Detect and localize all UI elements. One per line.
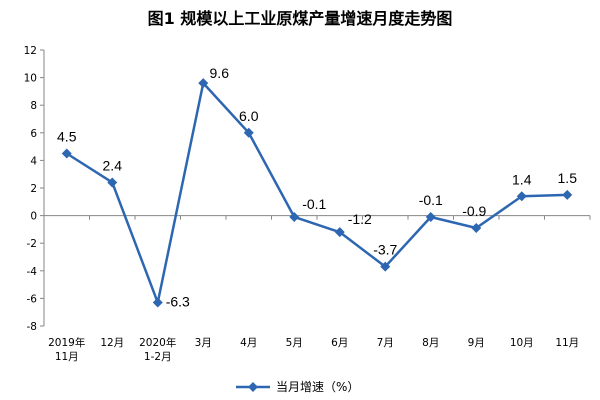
data-point-marker bbox=[334, 227, 345, 238]
data-point-marker bbox=[61, 148, 72, 159]
x-tick-label: 7月 bbox=[377, 337, 394, 349]
data-point-marker bbox=[425, 211, 436, 222]
x-tick-label: 10月 bbox=[510, 337, 534, 349]
y-tick-label: 6 bbox=[30, 128, 37, 140]
x-tick-label: 1-2月 bbox=[144, 351, 172, 363]
legend-label: 当月增速（%） bbox=[276, 380, 359, 394]
y-tick-label: 10 bbox=[24, 73, 37, 85]
data-point-marker bbox=[562, 189, 573, 200]
y-tick-label: -4 bbox=[27, 266, 38, 278]
data-label: -0.1 bbox=[419, 192, 443, 208]
data-label: 1.5 bbox=[558, 170, 578, 186]
data-label: 6.0 bbox=[239, 108, 259, 124]
data-label: -1.2 bbox=[348, 211, 372, 227]
legend-marker bbox=[248, 382, 258, 392]
x-tick-label: 3月 bbox=[195, 337, 212, 349]
data-point-marker bbox=[380, 261, 391, 272]
chart-title: 图1 规模以上工业原煤产量增速月度走势图 bbox=[148, 9, 453, 28]
data-label: -0.1 bbox=[302, 196, 326, 212]
y-tick-label: 2 bbox=[30, 183, 37, 195]
x-tick-label: 6月 bbox=[331, 337, 348, 349]
data-point-marker bbox=[198, 78, 209, 89]
data-point-marker bbox=[107, 177, 118, 188]
data-point-marker bbox=[152, 297, 163, 308]
legend: 当月增速（%） bbox=[236, 380, 359, 394]
y-tick-label: -2 bbox=[27, 238, 37, 250]
y-tick-label: 4 bbox=[30, 155, 37, 167]
data-label: 4.5 bbox=[57, 129, 77, 145]
data-label: 1.4 bbox=[512, 171, 532, 187]
x-tick-label: 2020年 bbox=[139, 336, 176, 349]
y-tick-label: 0 bbox=[30, 211, 37, 223]
data-label: 9.6 bbox=[210, 65, 230, 81]
data-point-marker bbox=[289, 211, 300, 222]
y-tick-label: -8 bbox=[27, 321, 37, 333]
series-line bbox=[66, 81, 568, 304]
x-tick-label: 11月 bbox=[55, 351, 79, 363]
y-tick-label: -6 bbox=[27, 293, 38, 305]
data-label: 2.4 bbox=[103, 157, 123, 173]
x-tick-label: 12月 bbox=[100, 337, 124, 349]
x-tick-label: 8月 bbox=[422, 337, 439, 349]
x-tick-label: 2019年 bbox=[48, 336, 85, 349]
x-tick-label: 11月 bbox=[555, 337, 579, 349]
data-label: -6.3 bbox=[166, 294, 190, 310]
y-tick-label: 8 bbox=[30, 100, 37, 112]
data-point-marker bbox=[516, 191, 527, 202]
x-tick-label: 9月 bbox=[468, 337, 485, 349]
axes-group: -8 -6 -4 -2 0 2 4 6 8 10 12 2019年 11月 12月 2020年 1-2月 3月 4… bbox=[24, 45, 591, 363]
x-tick-label: 5月 bbox=[286, 337, 303, 349]
data-point-marker bbox=[471, 223, 482, 234]
data-label: -0.9 bbox=[462, 203, 486, 219]
series-layer: 4.5 2.4 -6.3 9.6 6.0 -0.1 -1.2-3.7 -0.1 -0.9 1.4 1… bbox=[57, 65, 577, 309]
x-tick-label: 4月 bbox=[240, 337, 257, 349]
y-tick-label: 12 bbox=[24, 45, 37, 57]
data-point-marker bbox=[243, 127, 254, 138]
data-label: -3.7 bbox=[373, 242, 397, 258]
